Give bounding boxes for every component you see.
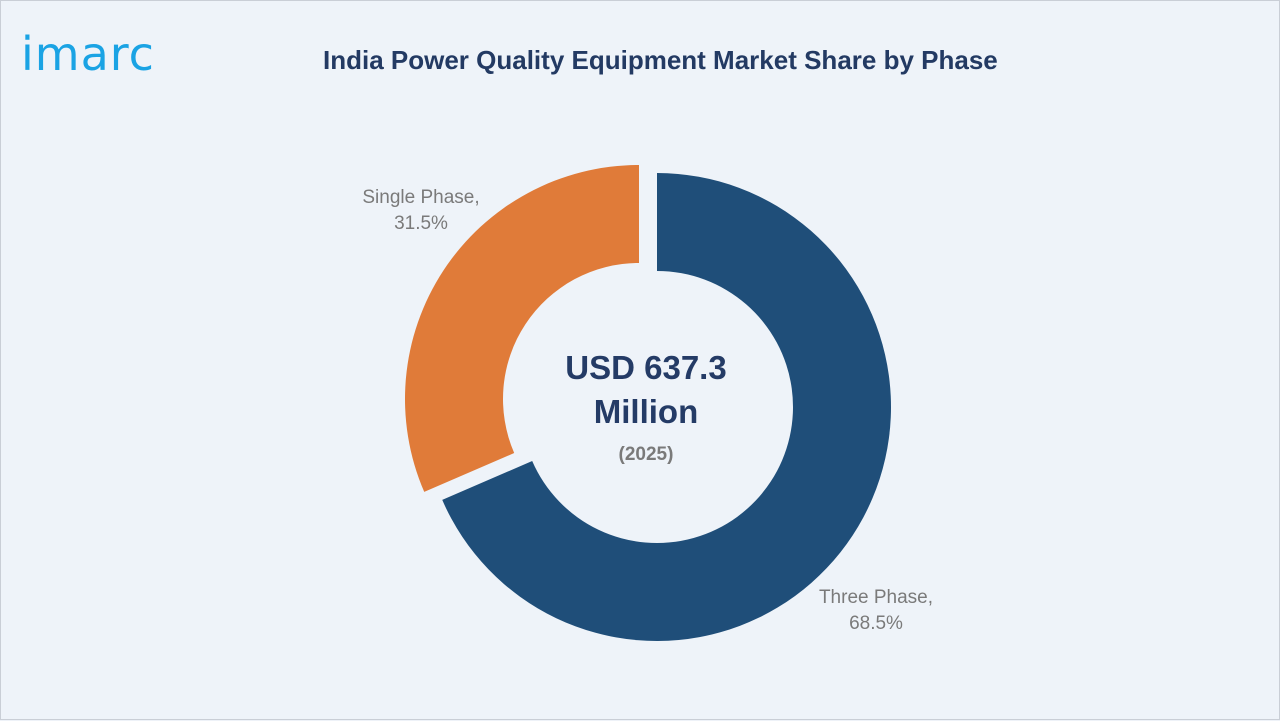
slice-three-phase: [442, 173, 891, 641]
center-year: (2025): [618, 444, 674, 465]
label-three-phase-name: Three Phase,: [818, 587, 934, 608]
label-single-phase: Single Phase, 31.5%: [346, 185, 496, 237]
label-single-phase-name: Single Phase,: [362, 187, 480, 208]
center-value-line1: USD 637.3: [565, 349, 727, 386]
chart-title: India Power Quality Equipment Market Sha…: [323, 45, 998, 75]
slice-single-phase: [404, 165, 639, 492]
imarc-logo: imarc: [21, 27, 155, 81]
label-single-phase-pct: 31.5%: [394, 213, 448, 234]
label-three-phase: Three Phase, 68.5%: [801, 585, 951, 637]
label-three-phase-pct: 68.5%: [849, 613, 903, 634]
center-total: USD 637.3 Million (2025): [546, 346, 746, 466]
center-value-line2: Million: [593, 393, 699, 430]
